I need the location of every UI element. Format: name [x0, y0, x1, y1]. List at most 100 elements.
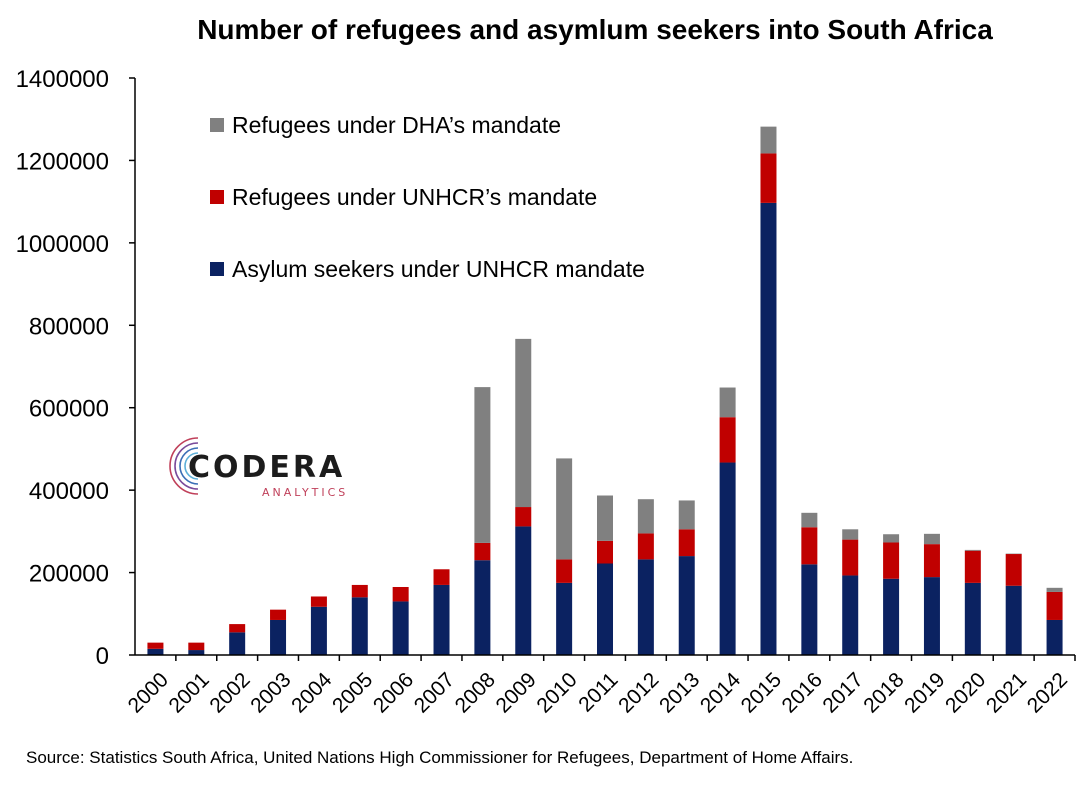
x-tick-label: 2005 — [328, 668, 377, 717]
bar-2011-series-1 — [597, 540, 613, 564]
x-tick-label: 2013 — [655, 668, 704, 717]
y-tick-label: 600000 — [29, 396, 109, 423]
x-tick-label: 2011 — [574, 668, 622, 716]
x-tick-label: 2022 — [1023, 668, 1072, 717]
bar-2002-series-0 — [229, 632, 246, 655]
x-tick-label: 2008 — [451, 668, 500, 717]
bar-2007-series-0 — [433, 584, 450, 655]
bar-2001-series-0 — [188, 650, 205, 655]
bar-2005-series-1 — [351, 584, 368, 598]
x-tick-label: 2015 — [737, 668, 786, 717]
legend: Refugees under DHA’s mandate Refugees und… — [210, 112, 645, 282]
bar-2008-series-0 — [474, 560, 491, 655]
bar-2003-series-1 — [270, 609, 287, 620]
x-tick-label: 2000 — [124, 668, 173, 717]
bar-2018-series-1 — [883, 542, 900, 579]
x-tick-label: 2007 — [410, 668, 459, 717]
logo-circle-icon — [169, 437, 199, 495]
bar-2018-series-2 — [883, 534, 900, 543]
bar-2017-series-0 — [842, 575, 859, 655]
bar-2011-series-2 — [597, 495, 613, 541]
x-tick-label: 2010 — [532, 668, 581, 717]
bar-2008-series-1 — [474, 542, 491, 561]
bar-2022-series-2 — [1046, 587, 1063, 592]
bar-2005-series-0 — [351, 597, 368, 655]
bar-2019-series-2 — [923, 533, 940, 545]
legend-label: Asylum seekers under UNHCR mandate — [232, 256, 645, 282]
bar-2021-series-0 — [1005, 585, 1022, 655]
bar-2013-series-2 — [678, 500, 695, 530]
bars-layer — [147, 126, 1063, 656]
legend-label: Refugees under UNHCR’s mandate — [232, 184, 597, 210]
x-tick-label: 2018 — [859, 668, 908, 717]
bar-2008-series-2 — [474, 387, 491, 543]
bar-2020-series-0 — [964, 582, 981, 655]
bar-2010-series-1 — [556, 559, 573, 583]
bar-2009-series-2 — [515, 338, 532, 508]
bar-2003-series-0 — [270, 619, 287, 655]
x-tick-label: 2003 — [246, 668, 295, 717]
bar-2019-series-0 — [923, 577, 940, 655]
x-tick-label: 2019 — [900, 668, 949, 717]
bar-2017-series-2 — [842, 529, 859, 540]
y-tick-label: 200000 — [29, 561, 109, 588]
codera-logo: CODERA ANALYTICS — [168, 432, 368, 502]
x-tick-label: 2021 — [982, 668, 1031, 717]
x-tick-label: 2012 — [614, 668, 663, 717]
bar-2009-series-0 — [515, 526, 532, 655]
bar-2016-series-1 — [801, 527, 818, 565]
x-tick-label: 2016 — [778, 668, 827, 717]
y-tick-label: 800000 — [29, 313, 109, 340]
x-tick-label: 2001 — [165, 668, 214, 717]
x-tick-label: 2009 — [491, 668, 540, 717]
bar-2010-series-2 — [556, 458, 573, 560]
bar-2007-series-1 — [433, 569, 450, 585]
bar-2022-series-0 — [1046, 619, 1063, 655]
bar-2000-series-0 — [147, 648, 164, 655]
bar-2001-series-1 — [188, 642, 205, 651]
x-tick-label: 2020 — [941, 668, 990, 717]
y-tick-label: 1400000 — [16, 66, 109, 93]
y-tick-label: 400000 — [29, 478, 109, 505]
bar-2004-series-0 — [310, 606, 327, 655]
bar-2004-series-1 — [310, 596, 327, 607]
bar-2015-series-2 — [760, 126, 777, 154]
logo-wordmark: CODERA — [188, 450, 346, 485]
bar-2020-series-2 — [964, 549, 981, 551]
bar-2012-series-0 — [637, 559, 654, 655]
bar-2016-series-2 — [801, 512, 818, 528]
bar-2011-series-0 — [597, 563, 613, 655]
bar-2022-series-1 — [1046, 591, 1063, 620]
bar-2015-series-0 — [760, 202, 777, 656]
bar-2016-series-0 — [801, 564, 818, 655]
bar-2006-series-1 — [392, 586, 409, 602]
bar-2012-series-1 — [637, 533, 654, 560]
legend-swatch — [210, 262, 224, 276]
y-tick-label: 0 — [96, 643, 109, 670]
bar-2014-series-1 — [719, 417, 736, 463]
bar-2002-series-1 — [229, 624, 246, 633]
x-tick-label: 2004 — [287, 668, 337, 718]
bar-2013-series-1 — [678, 529, 695, 557]
bar-2021-series-1 — [1005, 554, 1022, 586]
legend-swatch — [210, 118, 224, 132]
x-tick-label: 2002 — [205, 668, 254, 717]
bar-2014-series-0 — [719, 462, 736, 655]
logo-subtitle: ANALYTICS — [262, 486, 349, 499]
bar-2020-series-1 — [964, 550, 981, 583]
x-tick-label: 2006 — [369, 668, 418, 717]
bar-2013-series-0 — [678, 556, 695, 655]
chart-title: Number of refugees and asymlum seekers i… — [197, 14, 993, 45]
bar-2000-series-1 — [147, 642, 164, 649]
y-tick-label: 1200000 — [16, 148, 109, 175]
x-tick-label: 2017 — [818, 668, 867, 717]
legend-label: Refugees under DHA’s mandate — [232, 112, 561, 138]
bar-2010-series-0 — [556, 582, 573, 655]
legend-swatch — [210, 190, 224, 204]
bar-2009-series-1 — [515, 507, 532, 527]
bar-2017-series-1 — [842, 539, 859, 576]
bar-2012-series-2 — [637, 499, 654, 534]
bar-2019-series-1 — [923, 544, 940, 578]
source-note: Source: Statistics South Africa, United … — [26, 748, 854, 767]
